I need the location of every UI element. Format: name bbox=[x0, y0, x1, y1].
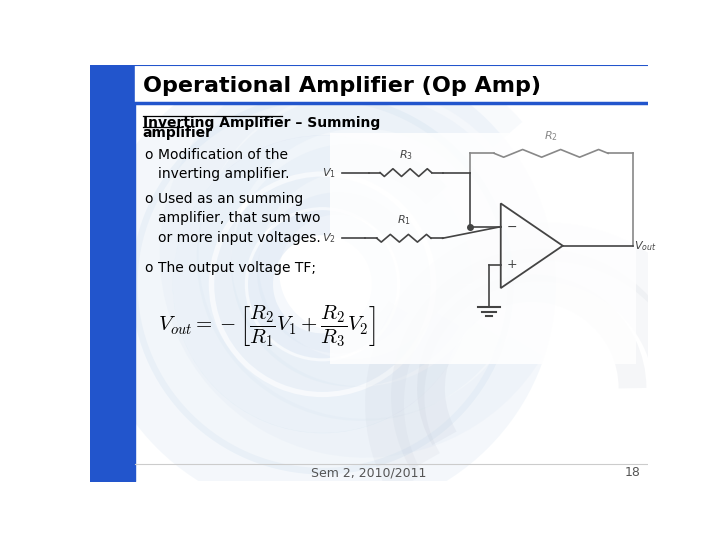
Text: Used as an summing
amplifier, that sum two
or more input voltages.: Used as an summing amplifier, that sum t… bbox=[158, 192, 321, 245]
Text: amplifier: amplifier bbox=[143, 126, 212, 140]
Text: $-$: $-$ bbox=[506, 220, 517, 233]
Text: Modification of the
inverting amplifier.: Modification of the inverting amplifier. bbox=[158, 148, 289, 181]
FancyBboxPatch shape bbox=[330, 132, 636, 363]
Text: $V_{out} = -\left[\dfrac{R_2}{R_1}V_1 + \dfrac{R_2}{R_3}V_2\right]$: $V_{out} = -\left[\dfrac{R_2}{R_1}V_1 + … bbox=[158, 303, 376, 349]
Text: $V_1$: $V_1$ bbox=[322, 166, 336, 179]
Text: Operational Amplifier (Op Amp): Operational Amplifier (Op Amp) bbox=[143, 76, 541, 96]
Text: $V_2$: $V_2$ bbox=[322, 231, 336, 245]
Text: Sem 2, 2010/2011: Sem 2, 2010/2011 bbox=[311, 467, 427, 480]
Text: o: o bbox=[144, 261, 153, 275]
Text: $+$: $+$ bbox=[506, 258, 518, 271]
Text: The output voltage TF;: The output voltage TF; bbox=[158, 261, 316, 275]
Text: $V_{out}$: $V_{out}$ bbox=[634, 239, 657, 253]
Text: $R_1$: $R_1$ bbox=[397, 214, 411, 227]
Text: $R_2$: $R_2$ bbox=[544, 129, 558, 143]
Text: Inverting Amplifier – Summing: Inverting Amplifier – Summing bbox=[143, 117, 380, 130]
Text: $R_3$: $R_3$ bbox=[399, 148, 413, 162]
Text: o: o bbox=[144, 148, 153, 162]
Text: o: o bbox=[144, 192, 153, 206]
Text: 18: 18 bbox=[624, 467, 640, 480]
